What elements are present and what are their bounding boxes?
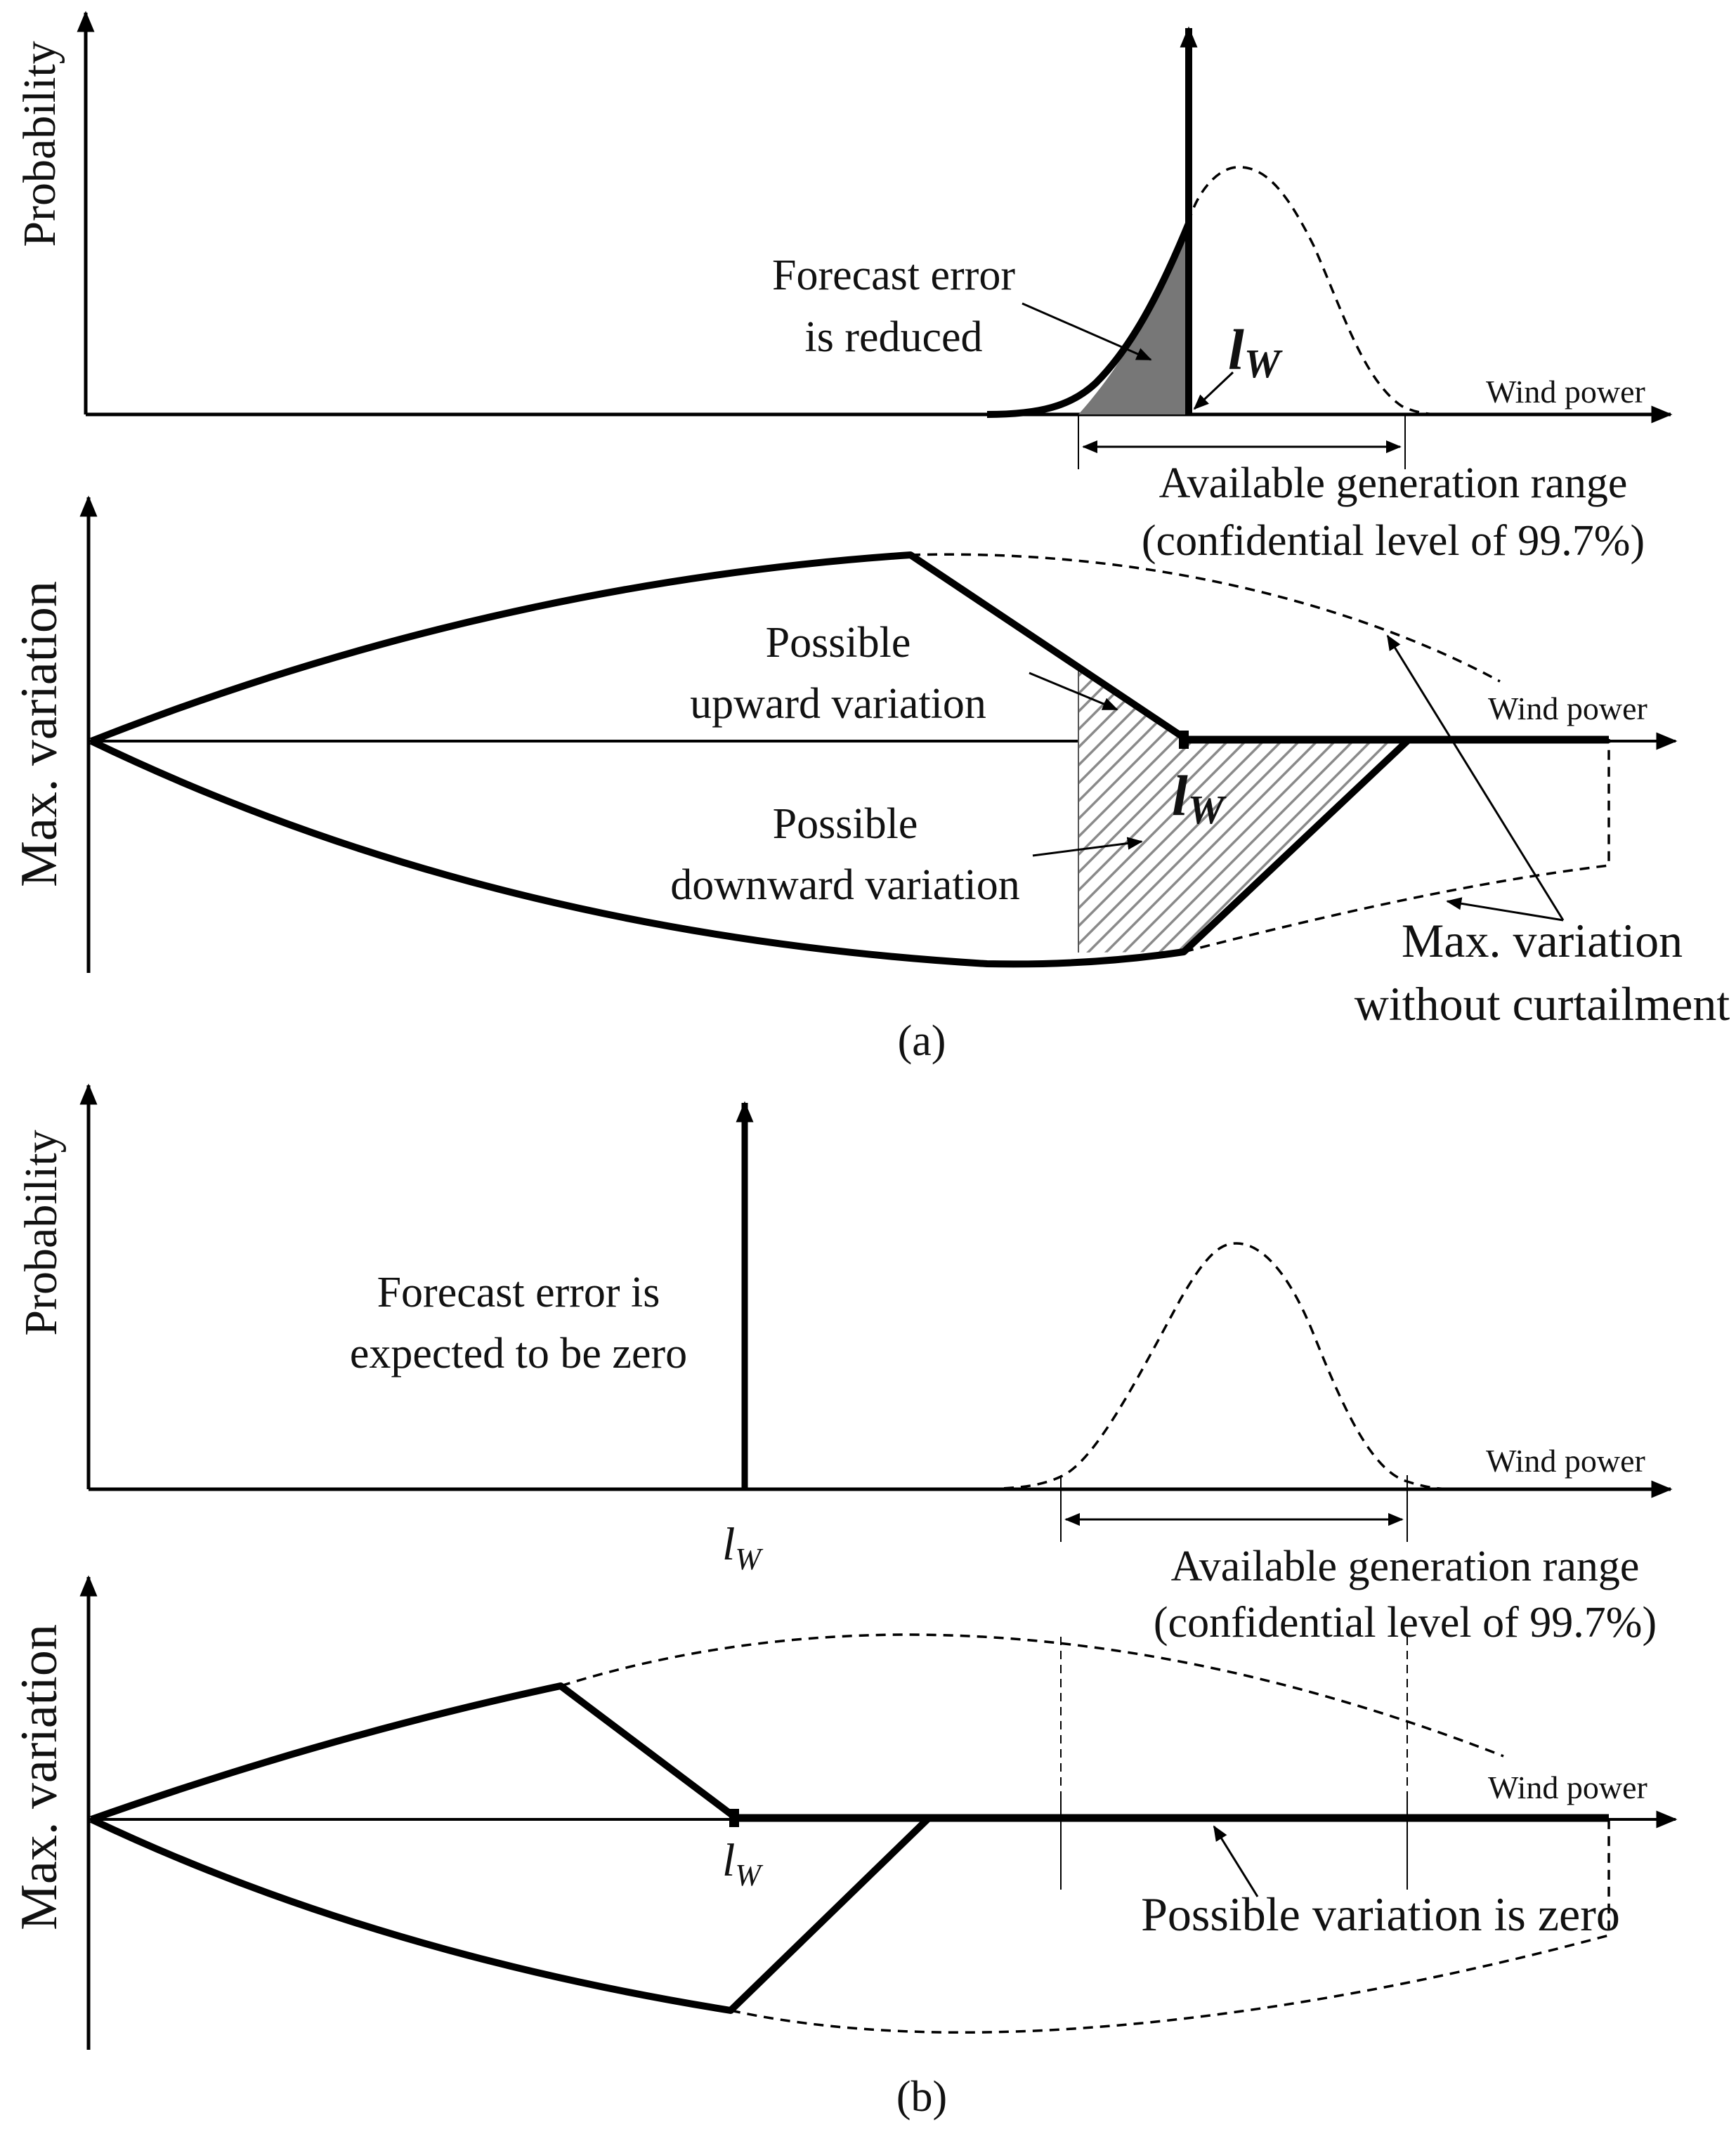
x-axis-label: Wind power — [1488, 691, 1647, 726]
nocurt-label-line2: without curtailment — [1355, 977, 1730, 1031]
range-label-line1: Available generation range — [1171, 1543, 1640, 1590]
panel-b-variation-plot: Max. variation Wind power lW Possible va… — [11, 1575, 1678, 2050]
zero-variation-label: Possible variation is zero — [1141, 1888, 1620, 1941]
lw-subscript: W — [1188, 787, 1227, 832]
curtailment-level-label: lW — [722, 1835, 763, 1892]
lw-subscript: W — [735, 1542, 763, 1576]
upper-variation-curve — [90, 1682, 737, 1823]
curtailed-distribution-curve — [986, 222, 1192, 418]
curtailment-level-label: lW — [1172, 764, 1227, 832]
y-axis-label: Probability — [15, 1130, 67, 1335]
x-axis-label: Wind power — [1488, 1770, 1647, 1805]
no-curtailment-upper-dashed — [560, 1633, 1504, 1758]
forecast-note-line2: is reduced — [804, 313, 982, 361]
lw-symbol: l — [722, 1519, 735, 1570]
forecast-note-line1: Forecast error — [772, 251, 1015, 299]
shaded-reduced-forecast-area — [1078, 223, 1189, 414]
downward-label-line2: downward variation — [670, 861, 1020, 909]
note-pointer-arrow — [1022, 302, 1152, 361]
nocurt-pointer-lower — [1446, 897, 1564, 922]
lw-subscript: W — [735, 1858, 763, 1892]
panel-a: Probability Wind power Forecast error is… — [11, 11, 1730, 1065]
downward-pointer-arrow — [1032, 837, 1143, 857]
forecast-distribution-dashed — [986, 1242, 1455, 1491]
y-axis-label: Max. variation — [11, 581, 68, 887]
lw-marker — [729, 1809, 739, 1827]
no-curtailment-lower-dashed — [1183, 739, 1610, 953]
lw-marker — [1179, 731, 1189, 749]
no-curtailment-upper-dashed — [910, 553, 1501, 683]
nocurt-pointer-upper — [1386, 634, 1565, 921]
x-axis-label: Wind power — [1486, 1443, 1645, 1479]
x-axis-label: Wind power — [1486, 374, 1645, 410]
forecast-note-line1: Forecast error is — [377, 1269, 660, 1316]
curtailment-level-label: lW — [1228, 318, 1283, 386]
panel-b: Probability Wind power Forecast error is… — [11, 1083, 1678, 2121]
panel-a-probability-plot: Probability Wind power Forecast error is… — [14, 11, 1673, 565]
no-curtailment-lower-dashed — [730, 1819, 1610, 2034]
downward-label-line1: Possible — [773, 800, 918, 848]
panel-b-caption: (b) — [896, 2073, 947, 2121]
zero-note-pointer-arrow — [1213, 1825, 1259, 1897]
upper-variation-curve — [90, 551, 1186, 745]
hatched-variation-region — [1078, 671, 1407, 953]
panel-a-caption: (a) — [898, 1017, 946, 1065]
forecast-level-label: lW — [722, 1519, 763, 1576]
lower-variation-curve — [89, 738, 1410, 968]
upward-pointer-arrow — [1029, 672, 1118, 711]
upward-label-line2: upward variation — [690, 680, 986, 728]
lw-symbol: l — [1228, 318, 1244, 381]
range-label-line1: Available generation range — [1159, 459, 1628, 507]
upward-label-line1: Possible — [766, 619, 911, 667]
y-axis-label: Max. variation — [11, 1624, 68, 1930]
original-distribution-dashed — [1187, 166, 1448, 416]
lw-subscript: W — [1244, 341, 1283, 386]
lw-pointer-arrow — [1193, 371, 1234, 410]
lw-symbol: l — [722, 1835, 735, 1886]
lw-symbol: l — [1172, 764, 1188, 828]
y-axis-label: Probability — [14, 41, 65, 247]
lower-variation-curve — [89, 1816, 930, 2014]
forecast-note-line2: expected to be zero — [350, 1330, 687, 1378]
range-label-line2: (confidential level of 99.7%) — [1142, 517, 1645, 565]
panel-b-probability-plot: Probability Wind power Forecast error is… — [15, 1083, 1673, 1647]
range-label-line2: (confidential level of 99.7%) — [1154, 1599, 1657, 1647]
panel-a-variation-plot: Max. variation Wind power Possible upwar… — [11, 495, 1730, 1031]
nocurt-label-line1: Max. variation — [1402, 914, 1683, 967]
